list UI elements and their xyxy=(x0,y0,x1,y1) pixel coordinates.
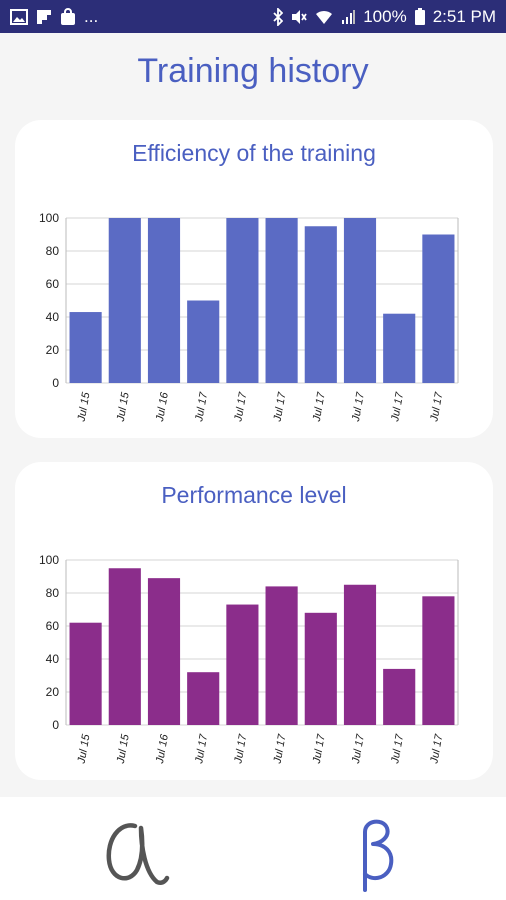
bar[interactable] xyxy=(69,312,102,383)
bluetooth-icon xyxy=(273,7,284,26)
performance-chart-title: Performance level xyxy=(161,482,347,508)
bar[interactable] xyxy=(304,226,337,383)
bar[interactable] xyxy=(108,218,141,383)
y-tick-label: 80 xyxy=(46,586,60,600)
wifi-icon xyxy=(315,9,333,25)
efficiency-card: Efficiency of the training 0 20 40 60 80 100 J… xyxy=(15,120,493,438)
x-tick-label: Jul 17 xyxy=(193,733,210,766)
flipboard-icon xyxy=(36,9,52,25)
efficiency-chart-title: Efficiency of the training xyxy=(132,140,376,166)
beta-button[interactable] xyxy=(315,807,435,897)
y-tick-label: 0 xyxy=(52,376,59,390)
x-tick-label: Jul 17 xyxy=(389,733,406,766)
y-tick-label: 80 xyxy=(46,244,60,258)
bar[interactable] xyxy=(226,218,259,383)
status-bar-system: 100% 2:51 PM xyxy=(273,7,496,27)
x-tick-label: Jul 15 xyxy=(75,733,92,766)
mute-icon xyxy=(291,9,307,25)
x-tick-label: Jul 17 xyxy=(311,391,328,424)
x-tick-label: Jul 16 xyxy=(154,733,171,766)
bar[interactable] xyxy=(265,586,298,725)
bar[interactable] xyxy=(187,300,220,384)
bottom-navigation xyxy=(0,797,506,900)
y-tick-label: 20 xyxy=(46,343,60,357)
bar[interactable] xyxy=(265,218,298,383)
performance-card: Performance level 0 20 40 60 80 100 Jul 15 Jul … xyxy=(15,462,493,780)
x-tick-label: Jul 16 xyxy=(154,391,171,424)
bar[interactable] xyxy=(226,604,259,725)
x-tick-label: Jul 17 xyxy=(350,733,367,766)
status-bar: ... 100% 2:51 PM xyxy=(0,0,506,33)
x-tick-label: Jul 17 xyxy=(428,391,445,424)
x-tick-label: Jul 17 xyxy=(193,391,210,424)
bar[interactable] xyxy=(343,218,377,383)
battery-percentage: 100% xyxy=(363,6,407,26)
x-tick-label: Jul 17 xyxy=(271,733,288,766)
page-title: Training history xyxy=(137,52,369,90)
bar[interactable] xyxy=(383,668,416,725)
shopping-bag-icon xyxy=(60,7,76,26)
image-icon xyxy=(10,8,28,25)
y-tick-label: 100 xyxy=(39,211,59,225)
bar[interactable] xyxy=(69,622,102,725)
signal-icon xyxy=(341,9,356,25)
x-tick-label: Jul 15 xyxy=(115,733,132,766)
beta-icon xyxy=(363,819,394,892)
x-tick-label: Jul 15 xyxy=(115,391,132,424)
x-tick-label: Jul 17 xyxy=(428,733,445,766)
y-tick-label: 60 xyxy=(46,619,60,633)
y-tick-label: 20 xyxy=(46,685,60,699)
x-tick-label: Jul 15 xyxy=(75,391,92,424)
y-tick-label: 40 xyxy=(46,310,60,324)
alpha-button[interactable] xyxy=(75,807,195,897)
bar[interactable] xyxy=(108,568,141,725)
y-tick-label: 0 xyxy=(52,718,59,732)
efficiency-chart: 0 20 40 60 80 100 Jul 15 Jul 15 Jul 16 Jul 17 Jul … xyxy=(39,211,459,424)
bar[interactable] xyxy=(383,313,416,383)
alpha-icon xyxy=(106,823,170,886)
y-tick-label: 60 xyxy=(46,277,60,291)
y-tick-label: 100 xyxy=(39,553,59,567)
bar[interactable] xyxy=(147,218,181,383)
bar[interactable] xyxy=(304,612,337,725)
status-time: 2:51 PM xyxy=(432,6,496,26)
x-tick-label: Jul 17 xyxy=(232,733,249,766)
x-tick-label: Jul 17 xyxy=(232,391,249,424)
more-notifications-indicator: ... xyxy=(84,6,99,26)
status-bar-notifications: ... xyxy=(10,7,98,27)
performance-chart: 0 20 40 60 80 100 Jul 15 Jul 15 Jul 16 Jul 17 Jul … xyxy=(39,553,459,766)
bar[interactable] xyxy=(187,672,220,725)
x-tick-label: Jul 17 xyxy=(350,391,367,424)
bar[interactable] xyxy=(422,596,455,725)
x-tick-label: Jul 17 xyxy=(311,733,328,766)
x-tick-label: Jul 17 xyxy=(389,391,406,424)
bar[interactable] xyxy=(343,584,377,725)
y-tick-label: 40 xyxy=(46,652,60,666)
bar[interactable] xyxy=(422,234,455,384)
battery-icon xyxy=(414,8,425,25)
bar[interactable] xyxy=(147,578,181,725)
x-tick-label: Jul 17 xyxy=(271,391,288,424)
